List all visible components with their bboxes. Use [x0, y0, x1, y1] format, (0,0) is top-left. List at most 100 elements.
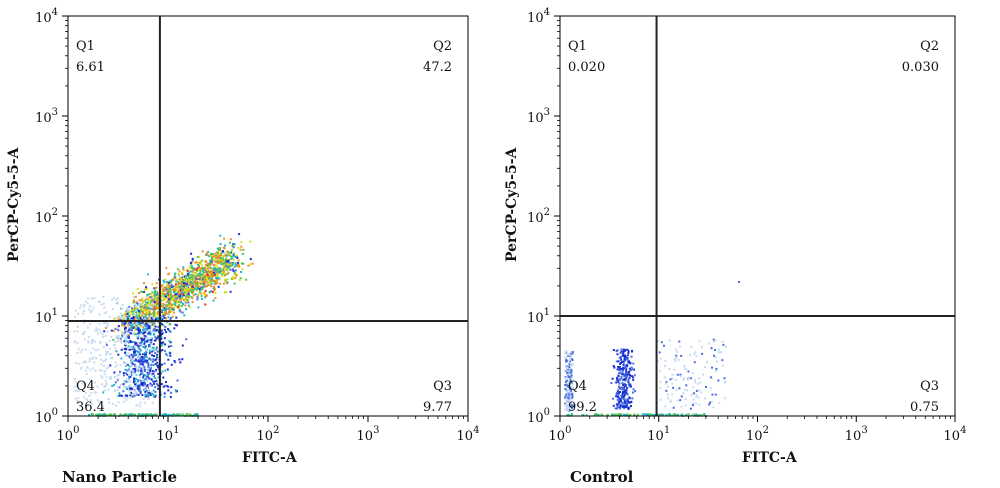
data-point [142, 398, 145, 401]
data-point [203, 285, 206, 288]
data-point [157, 368, 160, 371]
data-point [135, 350, 138, 353]
data-point [198, 290, 201, 293]
data-point [570, 397, 573, 399]
data-point [102, 296, 105, 298]
data-point [663, 344, 665, 347]
data-point [612, 365, 615, 367]
data-point [160, 344, 163, 347]
data-point [674, 348, 677, 351]
data-point [176, 304, 179, 307]
data-point [571, 386, 574, 389]
data-point [202, 282, 205, 285]
data-point [180, 295, 183, 298]
data-point [156, 353, 159, 356]
data-point [156, 302, 158, 305]
data-point [105, 375, 108, 378]
data-point [627, 378, 630, 381]
data-point [140, 360, 143, 363]
data-point [133, 324, 136, 326]
data-point [142, 346, 145, 348]
data-point [151, 283, 154, 286]
data-point [140, 331, 143, 334]
data-point [564, 369, 567, 371]
data-point [237, 262, 240, 264]
data-point [633, 413, 636, 416]
data-point [143, 370, 146, 373]
data-point [192, 283, 195, 286]
data-point [182, 288, 185, 291]
data-point [140, 333, 143, 335]
data-point [565, 360, 568, 363]
data-point [714, 349, 716, 351]
data-point [179, 287, 182, 290]
data-point [152, 374, 155, 377]
data-point [180, 281, 183, 284]
data-point [114, 328, 117, 330]
data-point [120, 339, 123, 342]
data-point [174, 293, 177, 296]
data-point [162, 385, 165, 388]
data-point [154, 386, 157, 389]
data-point [119, 370, 121, 373]
data-point [130, 347, 133, 349]
data-point [108, 377, 111, 380]
data-point [150, 350, 153, 353]
data-point [129, 324, 132, 327]
data-point [136, 306, 139, 309]
data-point [160, 317, 163, 320]
data-point [566, 373, 569, 376]
data-point [90, 392, 93, 395]
data-point [132, 299, 135, 302]
data-point [134, 369, 137, 372]
data-point [125, 362, 128, 365]
x-tick-label: 103 [845, 425, 868, 444]
data-point [98, 313, 101, 316]
data-point [712, 406, 715, 409]
data-point [192, 289, 195, 292]
data-point [134, 380, 137, 383]
data-point [131, 310, 134, 313]
data-point [568, 405, 571, 408]
data-point [165, 305, 168, 308]
data-point [139, 363, 142, 366]
data-point [165, 381, 167, 383]
data-point [227, 263, 230, 266]
data-point [154, 328, 157, 331]
data-point [666, 393, 669, 396]
data-point [208, 255, 211, 258]
data-point [201, 259, 203, 262]
data-point [150, 378, 153, 381]
data-point [660, 341, 663, 344]
data-point [144, 388, 147, 391]
data-point [141, 353, 144, 356]
data-point [176, 293, 179, 296]
data-point [139, 390, 142, 393]
data-point [225, 265, 228, 268]
data-point [717, 351, 720, 354]
data-point [145, 326, 148, 329]
data-point [174, 304, 177, 307]
data-point [215, 270, 218, 273]
data-point [166, 368, 169, 371]
data-point [209, 272, 212, 275]
data-point [146, 294, 149, 296]
data-point [198, 282, 200, 285]
data-point [627, 352, 630, 354]
data-point [149, 350, 152, 352]
data-point [683, 388, 686, 391]
data-point [210, 268, 213, 271]
data-point [622, 384, 625, 387]
data-point [208, 275, 211, 278]
data-point [178, 293, 181, 296]
data-point [117, 334, 120, 337]
data-point [568, 381, 571, 384]
data-point [113, 371, 116, 374]
data-point [143, 378, 146, 381]
data-point [134, 345, 136, 348]
data-point [624, 373, 627, 376]
data-point [691, 372, 694, 375]
data-point [615, 393, 618, 396]
data-point [114, 381, 117, 384]
data-point [219, 248, 221, 251]
